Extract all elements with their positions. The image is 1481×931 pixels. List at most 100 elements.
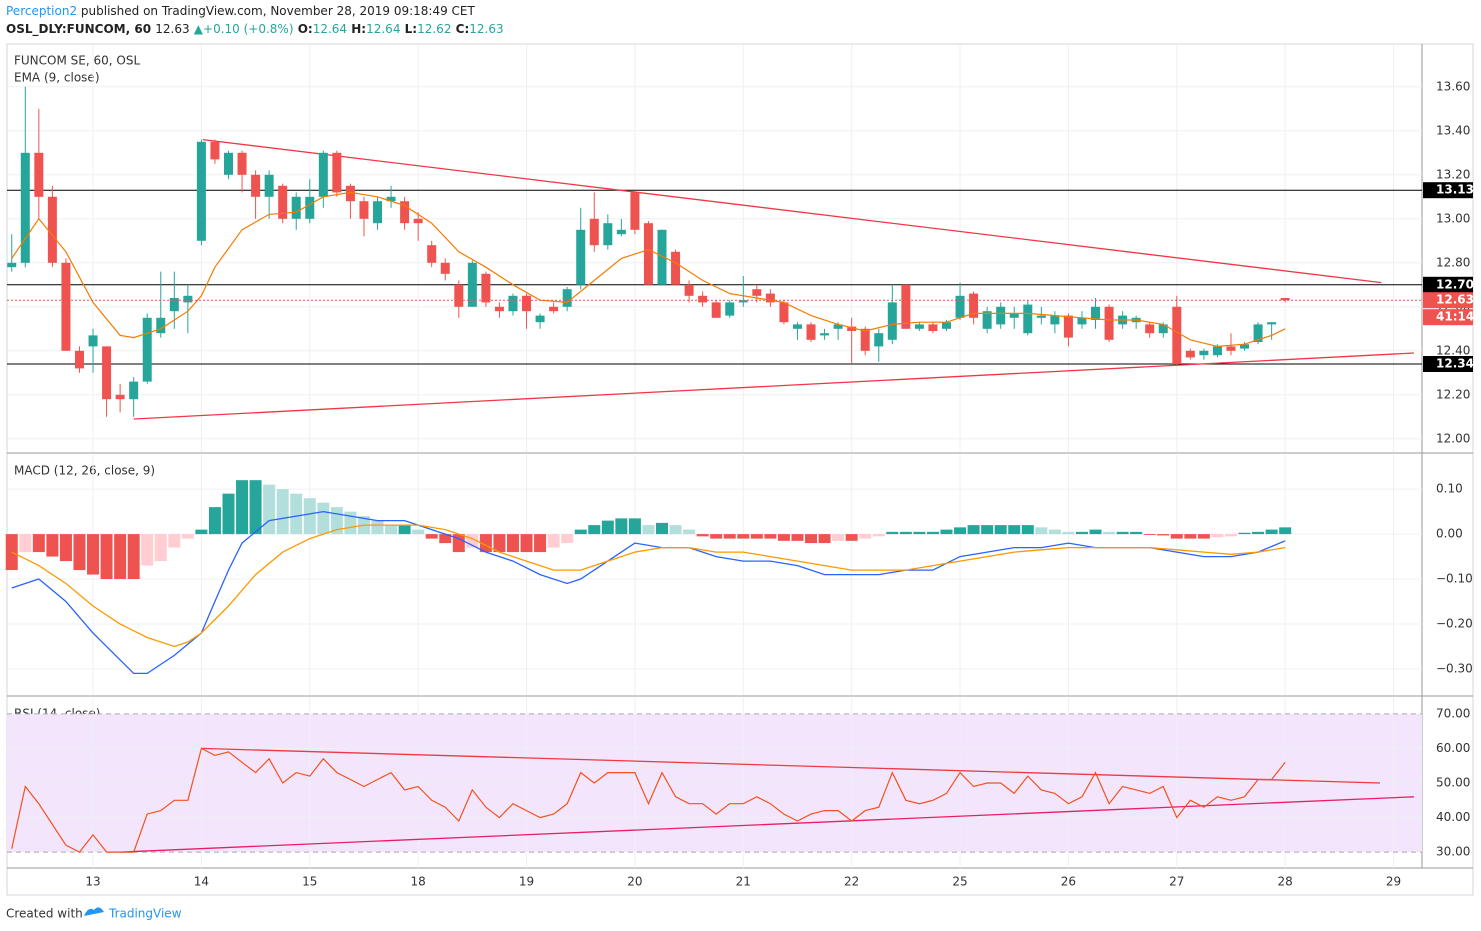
histogram-bar (1035, 527, 1048, 535)
histogram-bar (506, 534, 519, 553)
histogram-bar (994, 525, 1007, 535)
candle-body (576, 229, 586, 285)
histogram-bar (263, 484, 276, 535)
histogram-bar (1252, 531, 1265, 535)
candle-body (373, 201, 383, 224)
histogram-bar (940, 529, 953, 535)
candle-body (102, 346, 112, 400)
candle-body (711, 302, 721, 318)
histogram-bar (696, 534, 709, 537)
histogram-bar (222, 493, 235, 535)
author[interactable]: Perception2 (6, 4, 78, 18)
histogram-bar (845, 534, 858, 541)
candle-body (427, 245, 437, 263)
histogram-bar (1197, 534, 1210, 539)
candle-body (982, 311, 992, 329)
candle-body (535, 315, 545, 323)
histogram-bar (154, 534, 167, 562)
histogram-bar (561, 534, 574, 544)
published: published on TradingView.com, November 2… (77, 4, 475, 18)
histogram-bar (452, 534, 465, 553)
candle-body (386, 196, 396, 202)
candle-body (549, 306, 559, 312)
candle-body (657, 229, 667, 285)
histogram-bar (1279, 527, 1292, 535)
histogram-bar (723, 534, 736, 539)
histogram-bar (750, 534, 763, 539)
candle-body (833, 324, 843, 329)
candle-body (1063, 315, 1073, 338)
candle-body (7, 262, 17, 268)
histogram-bar (276, 489, 289, 535)
histogram-bar (1157, 534, 1170, 536)
trendline (133, 352, 1414, 420)
frame (6, 43, 1474, 896)
candle-body (1199, 350, 1209, 356)
x-tick-label: 22 (844, 875, 859, 889)
macd-line (11, 524, 1286, 648)
candle-body (603, 223, 613, 246)
candle-body (698, 295, 708, 303)
histogram-bar (303, 498, 316, 535)
candle-body (508, 295, 518, 312)
candle-body (1185, 350, 1195, 358)
y-tick-label: 13.00 (1436, 211, 1470, 225)
y-tick-label: 13.60 (1436, 79, 1470, 93)
level-badge (1423, 182, 1473, 199)
change: +0.10 (+0.8%) (203, 22, 294, 36)
x-tick-label: 26 (1061, 875, 1076, 889)
candle-body (562, 289, 572, 307)
histogram-bar (886, 531, 899, 535)
x-tick-label: 18 (411, 875, 426, 889)
histogram-bar (1130, 531, 1143, 535)
candle-body (1172, 306, 1182, 364)
histogram-bar (656, 522, 669, 535)
candle-body (156, 317, 166, 334)
histogram-bar (1048, 529, 1061, 535)
y-tick-label: 70.00 (1436, 706, 1470, 720)
histogram-bar (899, 531, 912, 535)
candle-body (1036, 315, 1046, 318)
histogram-bar (59, 534, 72, 562)
histogram-bar (100, 534, 113, 580)
countdown: 41:14 (1436, 310, 1474, 324)
histogram-bar (872, 534, 885, 537)
candle-body (1145, 324, 1155, 334)
histogram-bar (249, 480, 262, 535)
candle-body (779, 302, 789, 323)
histogram-bar (1021, 525, 1034, 535)
trendline (202, 138, 1382, 284)
histogram-bar (290, 493, 303, 535)
candle-body (860, 328, 870, 351)
histogram-bar (141, 534, 154, 566)
footer-brand[interactable]: TradingView (108, 907, 182, 921)
candle-body (345, 185, 355, 202)
histogram-bar (371, 520, 384, 535)
macd-line (11, 510, 1286, 675)
candle-body (467, 262, 477, 307)
candle-body (643, 223, 653, 285)
x-tick-label: 15 (302, 875, 317, 889)
histogram-bar (1075, 531, 1088, 535)
countdown-badge (1423, 309, 1473, 326)
y-tick-label: 12.40 (1436, 343, 1470, 357)
ema-line (11, 191, 1286, 348)
candle-body (332, 152, 342, 193)
histogram-bar (574, 529, 587, 535)
histogram-bar (601, 520, 614, 535)
histogram-bar (791, 534, 804, 541)
level-label: 12.34 (1436, 357, 1474, 371)
o-label: O: (297, 22, 313, 36)
logo (84, 907, 104, 916)
candle-body (251, 174, 261, 197)
histogram-bar (1116, 531, 1129, 535)
histogram-bar (317, 502, 330, 535)
x-tick-label: 19 (519, 875, 534, 889)
histogram-bar (1224, 534, 1237, 537)
histogram-bar (615, 518, 628, 535)
y-tick-label: −0.20 (1436, 616, 1473, 630)
candle-body (61, 262, 71, 351)
candle-body (1023, 304, 1033, 334)
histogram-bar (588, 525, 601, 535)
